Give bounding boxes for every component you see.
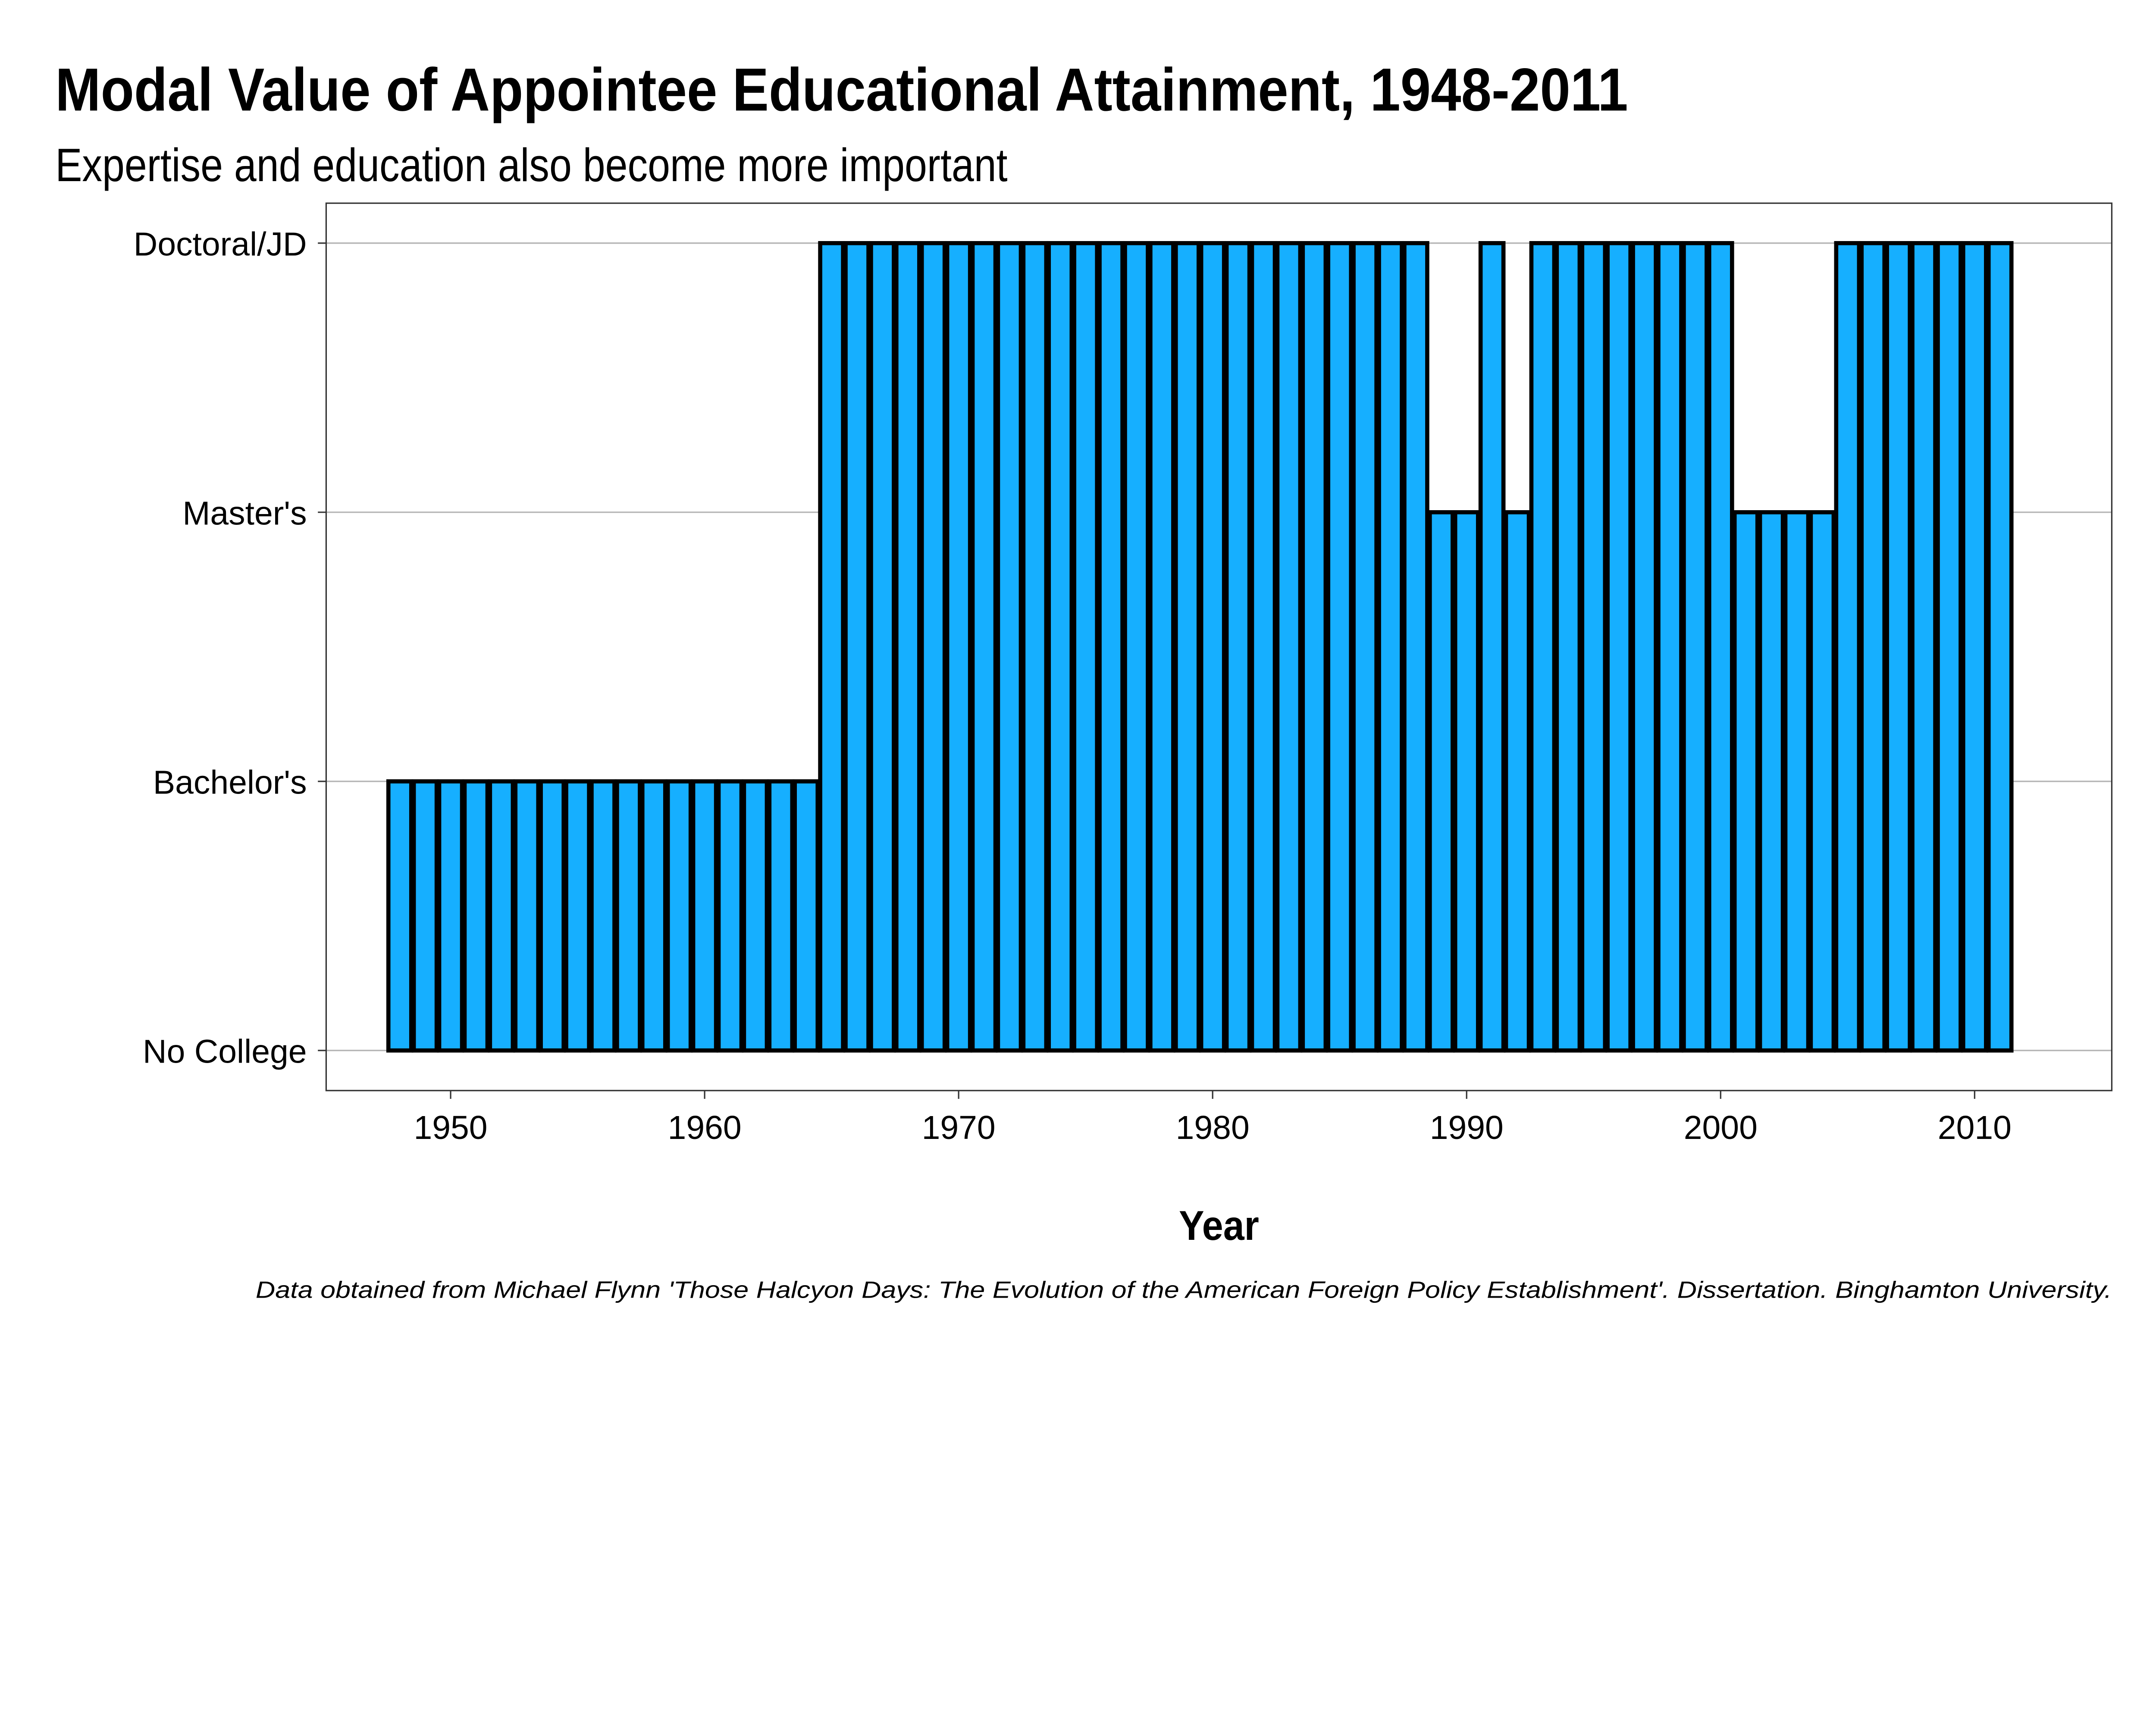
bar-1980 <box>1199 241 1226 1053</box>
bar-1954 <box>539 779 566 1053</box>
chart-subtitle: Expertise and education also become more… <box>55 139 1007 191</box>
bar-1955 <box>564 779 591 1053</box>
bar-1953 <box>513 779 541 1053</box>
bar-1977 <box>1123 241 1150 1053</box>
bar-1968 <box>894 241 921 1053</box>
bar-2010 <box>1961 241 1988 1053</box>
bar-1956 <box>589 779 617 1053</box>
bar-1950 <box>437 779 464 1053</box>
bars <box>386 241 2014 1053</box>
bar-1978 <box>1148 241 1175 1053</box>
y-axis: No College Bachelor's Master's Doctoral/JD <box>134 226 326 1070</box>
bar-2006 <box>1859 241 1887 1053</box>
bar-1984 <box>1300 241 1328 1053</box>
bar-1974 <box>1047 241 1074 1053</box>
bar-1997 <box>1631 241 1658 1053</box>
bar-1971 <box>970 241 998 1053</box>
bar-1970 <box>945 241 972 1053</box>
bar-1965 <box>818 241 845 1053</box>
bar-1981 <box>1224 241 1252 1053</box>
bar-1948 <box>386 779 414 1053</box>
bar-1994 <box>1554 241 1582 1053</box>
bar-2004 <box>1808 510 1836 1053</box>
bar-1962 <box>742 779 769 1053</box>
bar-2003 <box>1783 510 1811 1053</box>
x-tick-label: 2000 <box>1684 1109 1758 1146</box>
y-tick-label: No College <box>143 1033 307 1070</box>
bar-1995 <box>1580 241 1608 1053</box>
bar-1987 <box>1377 241 1404 1053</box>
bar-1986 <box>1351 241 1379 1053</box>
bar-1952 <box>488 779 515 1053</box>
bar-2005 <box>1834 241 1861 1053</box>
bar-1960 <box>691 779 718 1053</box>
bar-1983 <box>1275 241 1303 1053</box>
bar-1967 <box>869 241 896 1053</box>
x-tick-label: 1990 <box>1430 1109 1504 1146</box>
chart-title: Modal Value of Appointee Educational Att… <box>55 55 1628 123</box>
chart: Modal Value of Appointee Educational Att… <box>55 55 2113 1303</box>
bar-1951 <box>462 779 490 1053</box>
bar-1963 <box>767 779 795 1053</box>
bar-1964 <box>793 779 820 1053</box>
x-tick-label: 1980 <box>1176 1109 1250 1146</box>
bar-1996 <box>1605 241 1633 1053</box>
x-tick-label: 1960 <box>668 1109 742 1146</box>
y-tick-label: Bachelor's <box>153 764 307 801</box>
bar-1975 <box>1072 241 1099 1053</box>
x-tick-label: 1950 <box>414 1109 487 1146</box>
bar-1958 <box>640 779 667 1053</box>
x-tick-label: 1970 <box>922 1109 996 1146</box>
bar-1972 <box>996 241 1023 1053</box>
bar-2001 <box>1732 510 1760 1053</box>
bar-1949 <box>411 779 439 1053</box>
bar-2007 <box>1885 241 1912 1053</box>
bar-1998 <box>1656 241 1683 1053</box>
bar-2011 <box>1986 241 2014 1053</box>
bar-1990 <box>1453 510 1480 1053</box>
bar-1959 <box>665 779 693 1053</box>
bar-1957 <box>615 779 642 1053</box>
bar-1976 <box>1097 241 1125 1053</box>
bar-1992 <box>1504 510 1531 1053</box>
bar-1999 <box>1682 241 1709 1053</box>
y-tick-label: Master's <box>182 495 307 532</box>
bar-1982 <box>1250 241 1277 1053</box>
bar-1989 <box>1428 510 1455 1053</box>
bar-1961 <box>716 779 744 1053</box>
bar-1979 <box>1173 241 1201 1053</box>
bar-1988 <box>1402 241 1429 1053</box>
x-axis-label: Year <box>1179 1203 1259 1249</box>
bar-2009 <box>1936 241 1963 1053</box>
x-tick-label: 2010 <box>1938 1109 2012 1146</box>
bar-1985 <box>1326 241 1354 1053</box>
bar-1993 <box>1529 241 1557 1053</box>
bar-1973 <box>1021 241 1049 1053</box>
y-tick-label: Doctoral/JD <box>134 226 307 263</box>
chart-caption: Data obtained from Michael Flynn 'Those … <box>256 1277 2112 1303</box>
x-axis: 1950 1960 1970 1980 1990 2000 2010 <box>414 1090 2012 1146</box>
bar-2008 <box>1910 241 1937 1053</box>
plot-panel-border <box>325 202 2113 1091</box>
bar-2000 <box>1707 241 1734 1053</box>
bar-1966 <box>843 241 871 1053</box>
bar-1969 <box>919 241 947 1053</box>
bar-1991 <box>1478 241 1506 1053</box>
bar-2002 <box>1758 510 1785 1053</box>
